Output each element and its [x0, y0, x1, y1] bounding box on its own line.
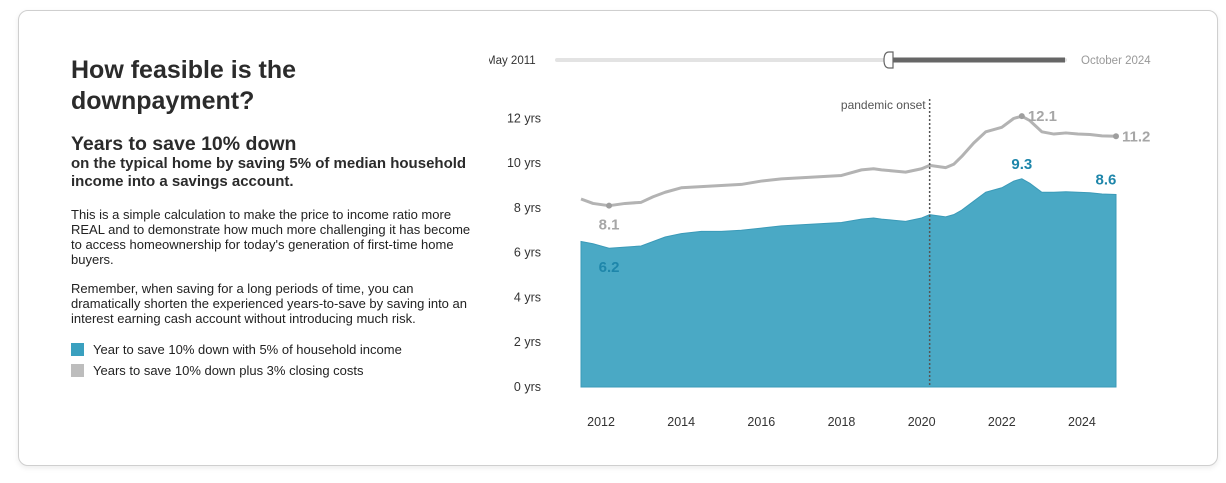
date-range-slider[interactable]: May 2011 October 2024: [489, 51, 1151, 69]
line-series: [580, 114, 1117, 208]
area-data-label: 6.2: [599, 259, 620, 276]
x-tick-label: 2020: [908, 415, 936, 429]
legend-label-area: Year to save 10% down with 5% of househo…: [93, 342, 402, 357]
y-tick-label: 0 yrs: [514, 380, 541, 394]
x-tick-label: 2012: [587, 415, 615, 429]
plot-area: 0 yrs 2 yrs 4 yrs 6 yrs 8 yrs 10 yrs 12 yrs 201…: [507, 98, 1150, 429]
area-series: [580, 178, 1117, 388]
y-tick-label: 2 yrs: [514, 335, 541, 349]
y-tick-label: 6 yrs: [514, 246, 541, 260]
legend-label-line: Years to save 10% down plus 3% closing c…: [93, 363, 364, 378]
slider-handle[interactable]: [883, 51, 894, 69]
legend-swatch-blue: [71, 343, 84, 356]
slider-start-label: May 2011: [489, 55, 536, 67]
area-data-label: 8.6: [1096, 171, 1117, 188]
legend-item-area: Year to save 10% down with 5% of househo…: [71, 339, 481, 360]
legend-swatch-gray: [71, 364, 84, 377]
slider-end-label: October 2024: [1081, 55, 1151, 67]
y-tick-label: 12 yrs: [507, 111, 541, 125]
chart: May 2011 October 2024 0 yrs 2 yrs 4 yrs 6 y…: [489, 51, 1151, 429]
y-tick-label: 8 yrs: [514, 201, 541, 215]
x-tick-label: 2016: [747, 415, 775, 429]
legend: Year to save 10% down with 5% of househo…: [71, 339, 481, 381]
x-tick-label: 2014: [667, 415, 695, 429]
savings-tip-paragraph: Remember, when saving for a long periods…: [71, 281, 467, 326]
line-data-label: 12.1: [1028, 108, 1057, 125]
x-tick-label: 2018: [828, 415, 856, 429]
chart-description: on the typical home by saving 5% of medi…: [71, 155, 467, 190]
chart-subtitle: Years to save 10% down: [71, 133, 297, 155]
y-tick-label: 4 yrs: [514, 290, 541, 304]
x-tick-label: 2024: [1068, 415, 1096, 429]
explanation-paragraph: This is a simple calculation to make the…: [71, 207, 471, 267]
line-point: [606, 202, 613, 209]
x-tick-label: 2022: [988, 415, 1016, 429]
line-data-label: 11.2: [1122, 128, 1150, 145]
line-point: [1018, 113, 1025, 120]
legend-item-line: Years to save 10% down plus 3% closing c…: [71, 360, 481, 381]
line-point: [1113, 133, 1119, 140]
y-tick-label: 10 yrs: [507, 156, 541, 170]
text-panel: How feasible is the downpayment? Years t…: [71, 55, 481, 381]
line-data-label: 8.1: [599, 217, 620, 234]
pandemic-onset-label: pandemic onset: [841, 98, 926, 112]
chart-card: How feasible is the downpayment? Years t…: [18, 10, 1218, 466]
page-title: How feasible is the downpayment?: [71, 56, 297, 115]
area-data-label: 9.3: [1011, 156, 1032, 173]
